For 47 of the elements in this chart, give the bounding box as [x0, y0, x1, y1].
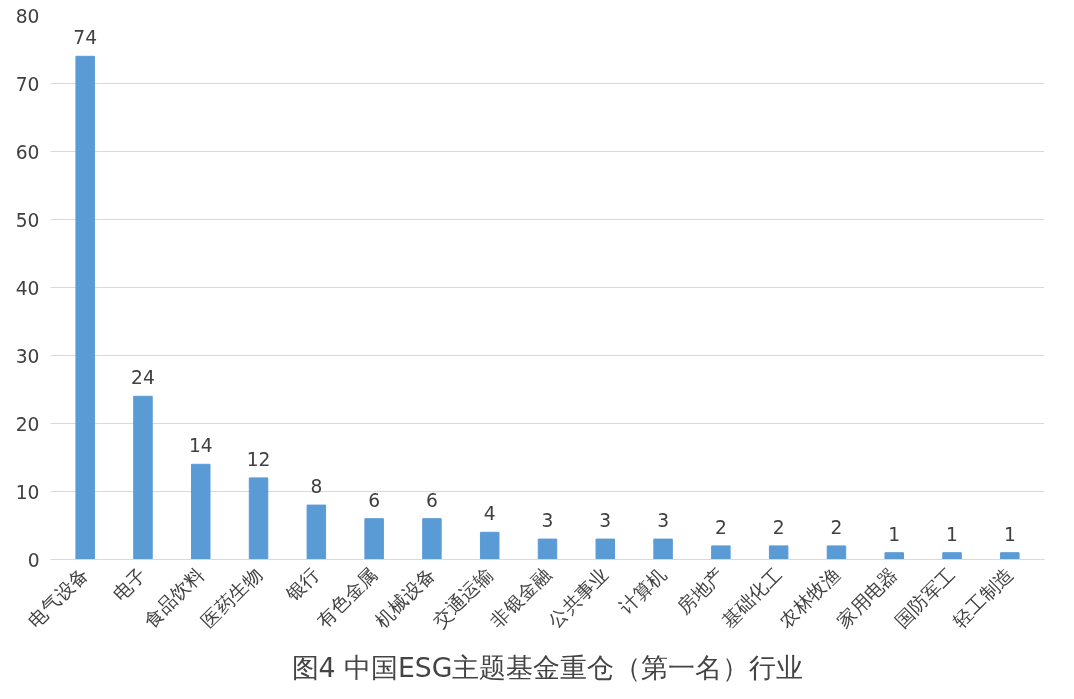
bar — [364, 518, 384, 560]
y-tick-label: 0 — [27, 549, 40, 571]
data-label: 1 — [946, 523, 958, 545]
text: 图4 中国ESG主题基金重仓（第一名）行业 — [291, 652, 804, 683]
data-label: 74 — [73, 27, 98, 49]
data-label: 1 — [888, 523, 901, 545]
data-label: 2 — [714, 516, 727, 538]
bar — [191, 463, 211, 560]
data-label: 3 — [599, 510, 612, 532]
bar — [711, 545, 731, 560]
bar — [826, 545, 847, 560]
y-tick-label: 50 — [15, 209, 40, 231]
bar — [884, 552, 904, 560]
bar — [1000, 552, 1020, 560]
bar — [306, 504, 327, 560]
x-tick-label: 银行 — [281, 563, 324, 606]
y-tick-label: 40 — [15, 277, 40, 299]
y-tick-label: 80 — [15, 5, 40, 27]
bar — [653, 538, 673, 560]
bar — [768, 545, 789, 560]
data-label: 3 — [657, 510, 670, 532]
data-label: 8 — [310, 476, 323, 498]
x-tick-label: 电子 — [108, 563, 151, 605]
bar — [133, 395, 153, 560]
x-tick-label: 计算机 — [615, 563, 671, 619]
data-label: 6 — [425, 489, 438, 511]
y-tick-label: 10 — [15, 481, 40, 503]
bar — [75, 55, 95, 560]
data-label: 12 — [246, 448, 271, 470]
bar — [537, 538, 558, 560]
bar — [248, 477, 269, 560]
bar — [479, 531, 500, 560]
y-tick-label: 20 — [15, 413, 40, 435]
y-tick-label: 70 — [15, 73, 40, 95]
data-label: 2 — [772, 516, 785, 538]
bar — [942, 552, 962, 560]
y-tick-label: 30 — [15, 345, 40, 367]
data-label: 6 — [368, 489, 381, 511]
data-label: 14 — [188, 435, 213, 457]
data-label: 2 — [830, 516, 843, 538]
data-label: 3 — [541, 510, 554, 532]
data-label: 24 — [131, 367, 155, 389]
y-tick-label: 60 — [15, 141, 40, 163]
bar — [422, 518, 442, 560]
data-label: 4 — [483, 503, 496, 525]
bar — [595, 538, 616, 560]
data-label: 1 — [1003, 523, 1016, 545]
